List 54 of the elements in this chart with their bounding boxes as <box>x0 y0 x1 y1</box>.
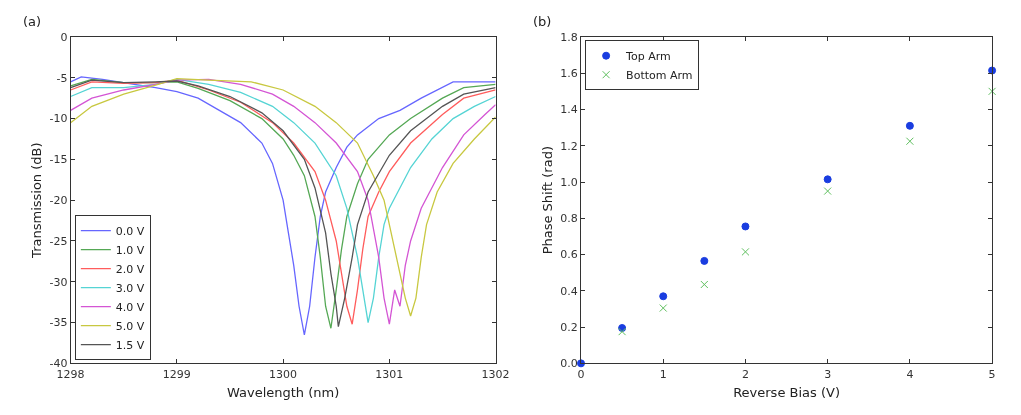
legend-label: 0.0 V <box>115 224 145 238</box>
legend-label: 1.0 V <box>115 243 145 257</box>
point <box>618 327 627 336</box>
y-tick-label: 0.2 <box>560 320 578 334</box>
chart-title: (a) <box>23 14 42 29</box>
y-tick-label: -25 <box>49 234 68 248</box>
legend-label: 5.0 V <box>115 319 145 333</box>
point <box>659 304 668 313</box>
legend-label: 3.0 V <box>115 281 145 295</box>
point <box>905 137 914 146</box>
y-tick-label: 0.0 <box>560 357 578 371</box>
y-tick-label: 1.4 <box>560 103 578 117</box>
x-axis-title: Wavelength (nm) <box>226 385 340 401</box>
point <box>823 187 832 196</box>
legend-label: Bottom Arm <box>626 69 693 83</box>
x-tick-label: 1301 <box>375 367 404 381</box>
y-tick-label: -35 <box>49 316 68 330</box>
point <box>700 280 709 289</box>
x-tick-label: 5 <box>988 367 996 381</box>
y-tick-label: 1.8 <box>560 30 578 44</box>
y-axis-title: Phase Shift (rad) <box>540 145 556 255</box>
x-tick-label: 1302 <box>481 367 510 381</box>
y-tick-label: 0.4 <box>560 284 578 298</box>
point <box>905 121 914 130</box>
y-tick-label: 0 <box>60 30 68 44</box>
legend-label: 1.5 V <box>115 338 145 352</box>
y-tick-label: 0.6 <box>560 248 578 262</box>
chart-title: (b) <box>533 14 552 29</box>
x-tick-label: 3 <box>824 367 832 381</box>
point <box>741 247 750 256</box>
point <box>741 222 750 231</box>
y-axis-title: Transmission (dB) <box>29 142 45 259</box>
y-tick-label: -15 <box>49 153 68 167</box>
point <box>659 292 668 301</box>
x-tick-label: 2 <box>741 367 749 381</box>
y-tick-label: -30 <box>49 275 68 289</box>
legend-label: 4.0 V <box>115 300 145 314</box>
y-tick-label: 1.2 <box>560 139 578 153</box>
y-tick-label: -5 <box>56 71 68 85</box>
x-tick-label: 1 <box>659 367 667 381</box>
x-tick-label: 4 <box>906 367 914 381</box>
x-tick-label: 1299 <box>162 367 191 381</box>
point <box>823 175 832 184</box>
legend-label: 2.0 V <box>115 262 145 276</box>
x-axis-title: Reverse Bias (V) <box>733 385 840 401</box>
y-tick-label: -20 <box>49 194 68 208</box>
x-tick-label: 1300 <box>269 367 298 381</box>
y-tick-label: 1.6 <box>560 67 578 81</box>
y-tick-label: 1.0 <box>560 175 578 189</box>
y-tick-label: -10 <box>49 112 68 126</box>
point <box>700 256 709 265</box>
point <box>988 87 997 96</box>
legend-label: Top Arm <box>625 50 671 64</box>
y-tick-label: 0.8 <box>560 212 578 226</box>
